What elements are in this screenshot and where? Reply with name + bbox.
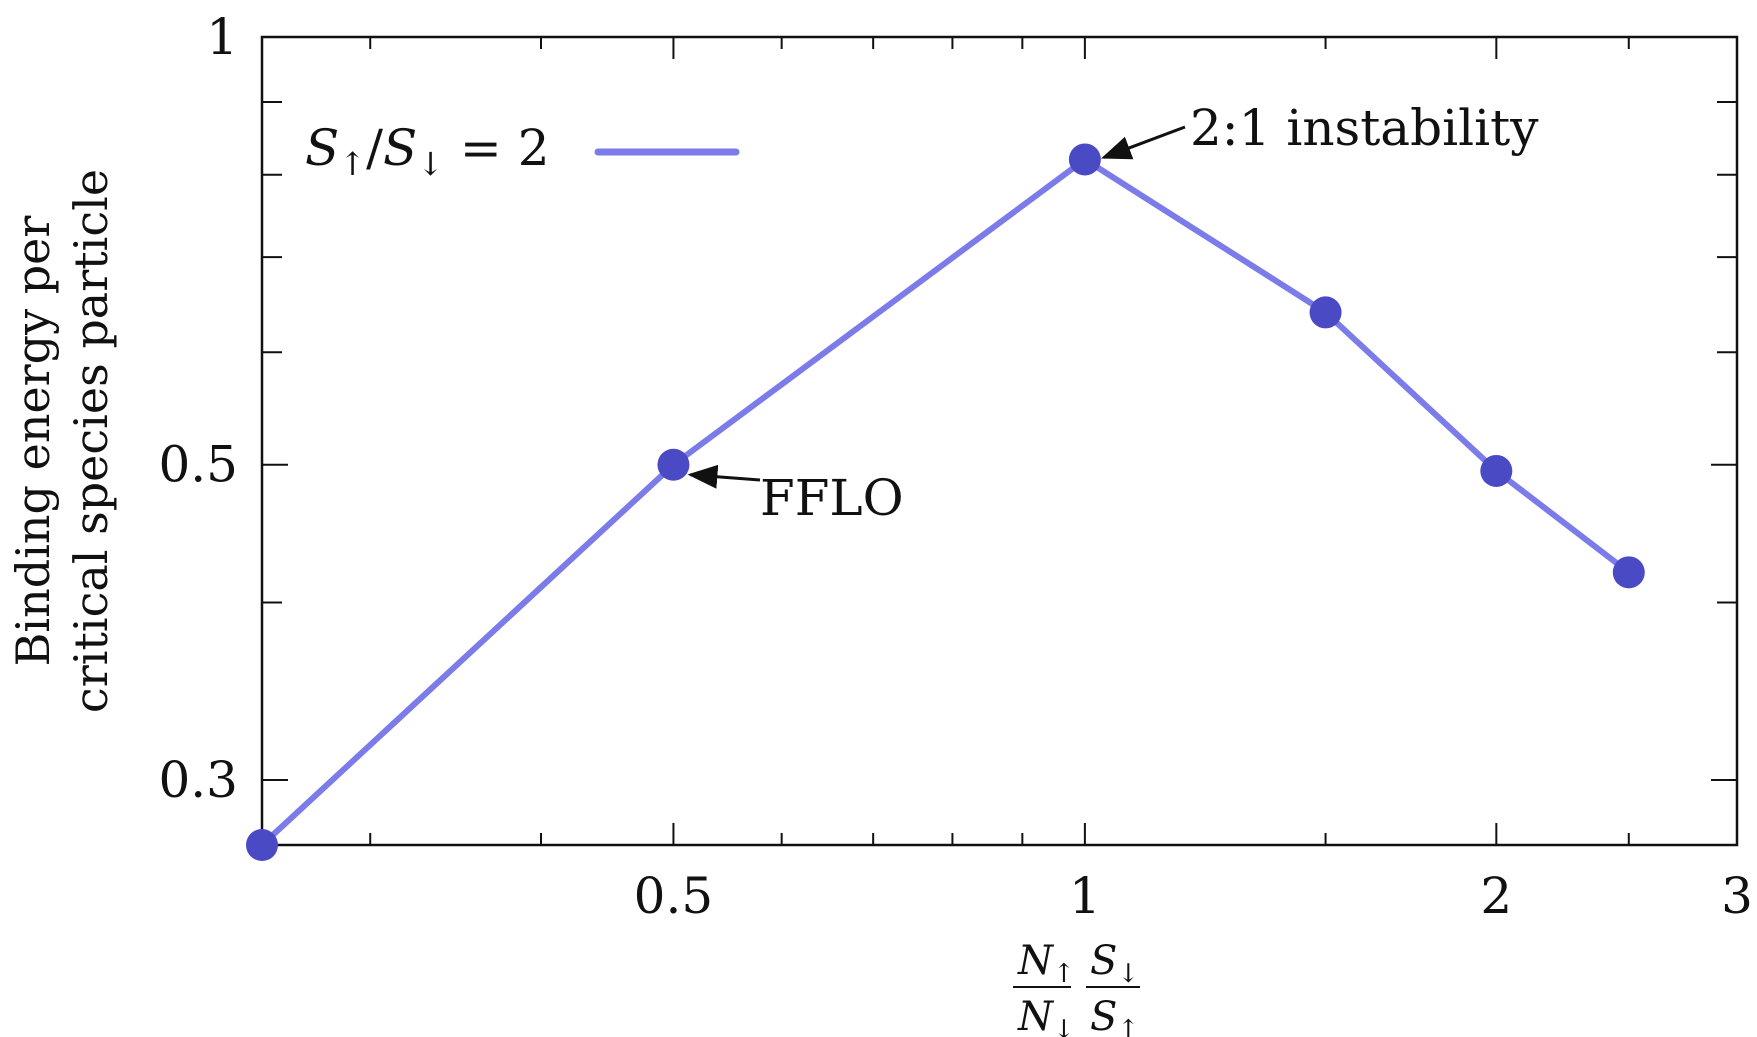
annotation-fflo: FFLO — [760, 469, 904, 527]
x-axis-title: N↑ N↓ S↓ S↑ — [1013, 938, 1140, 1037]
legend-label: S↑/S↓ = 2 — [305, 119, 550, 183]
x-tick-label: 1 — [1069, 867, 1101, 925]
y-tick-label: 0.3 — [158, 751, 238, 809]
legend-s2: S — [383, 119, 417, 177]
x-title-den-b: S — [1090, 994, 1117, 1037]
y-axis-ticks: 0.3 0.5 1 — [158, 8, 1737, 809]
svg-text:N↑: N↑ — [1017, 938, 1075, 989]
y-axis-title-line-2: critical species particle — [64, 169, 118, 713]
y-tick-label: 0.5 — [158, 436, 238, 494]
legend-rhs: = 2 — [444, 119, 550, 177]
series-layer — [246, 143, 1645, 861]
x-title-num-b: S — [1090, 938, 1117, 984]
annotation-arrow-instability — [1101, 125, 1186, 160]
x-axis-ticks: 0.5 1 2 3 — [369, 37, 1753, 925]
svg-text:N↓: N↓ — [1017, 994, 1075, 1037]
annotation-layer: 2:1 instability FFLO — [687, 99, 1539, 527]
x-tick-label: 2 — [1480, 867, 1512, 925]
legend: S↑/S↓ = 2 — [305, 119, 740, 183]
x-tick-label: 3 — [1721, 867, 1753, 925]
svg-text:S↓: S↓ — [1090, 938, 1139, 989]
x-title-num-a: N — [1017, 938, 1055, 984]
y-tick-label: 1 — [206, 8, 238, 66]
annotation-arrow-fflo — [687, 464, 761, 489]
legend-sub1: ↑ — [339, 145, 366, 183]
data-point — [1309, 296, 1342, 329]
legend-slash: / — [366, 119, 383, 177]
x-title-den-a-sub: ↓ — [1053, 1015, 1075, 1037]
svg-text:S↑: S↑ — [1090, 994, 1139, 1037]
x-title-num-a-sub: ↑ — [1053, 959, 1075, 989]
x-tick-label: 0.5 — [634, 867, 714, 925]
y-axis-title-line-1: Binding energy per — [6, 216, 60, 667]
series-line — [259, 156, 1631, 848]
data-point — [1068, 143, 1101, 176]
data-point — [1612, 556, 1645, 589]
x-title-den-b-sub: ↑ — [1117, 1015, 1139, 1037]
x-title-num-b-sub: ↓ — [1117, 959, 1139, 989]
plot-frame — [260, 35, 1739, 847]
legend-s1: S — [305, 119, 339, 177]
data-point — [246, 829, 278, 861]
legend-sub2: ↓ — [417, 145, 444, 183]
y-axis-title: Binding energy per critical species part… — [6, 169, 118, 713]
annotation-instability: 2:1 instability — [1190, 99, 1539, 157]
data-point — [1480, 454, 1513, 487]
x-title-den-a: N — [1017, 994, 1055, 1037]
data-point — [657, 448, 690, 481]
